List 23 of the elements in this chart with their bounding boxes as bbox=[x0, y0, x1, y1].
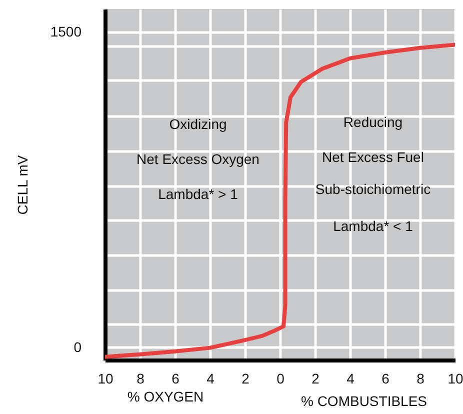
annotation: Lambda* > 1 bbox=[158, 186, 238, 202]
x-tick-label: 8 bbox=[416, 370, 425, 386]
text: % COMBUSTIBLES bbox=[300, 393, 428, 409]
annotation: Lambda* < 1 bbox=[333, 218, 414, 234]
annotation: Sub-stoichiometric bbox=[315, 181, 431, 197]
annotation: Net Excess Oxygen bbox=[136, 151, 260, 167]
x-tick-label: 6 bbox=[172, 370, 180, 386]
x-tick-label: 4 bbox=[206, 370, 215, 386]
line-series bbox=[105, 42, 455, 359]
y-axis-title: CELL mV bbox=[14, 154, 30, 215]
x-tick-label: 2 bbox=[312, 370, 320, 386]
x-tick-label: 10 bbox=[448, 370, 463, 386]
y-tick-label: 1500 bbox=[50, 24, 82, 40]
annotation: Reducing bbox=[343, 114, 403, 130]
x-tick-label: 4 bbox=[346, 370, 355, 386]
x-tick-label: 10 bbox=[98, 370, 114, 386]
x-tick-label: 6 bbox=[382, 370, 390, 386]
x-tick-label: 8 bbox=[136, 370, 145, 386]
annotation: Net Excess Fuel bbox=[322, 149, 424, 165]
x-tick-label: 2 bbox=[242, 370, 250, 386]
x-tick-label: 0 bbox=[276, 370, 285, 386]
x-axis-title: % OXYGEN bbox=[127, 388, 204, 404]
annotation: Oxidizing bbox=[169, 116, 227, 132]
